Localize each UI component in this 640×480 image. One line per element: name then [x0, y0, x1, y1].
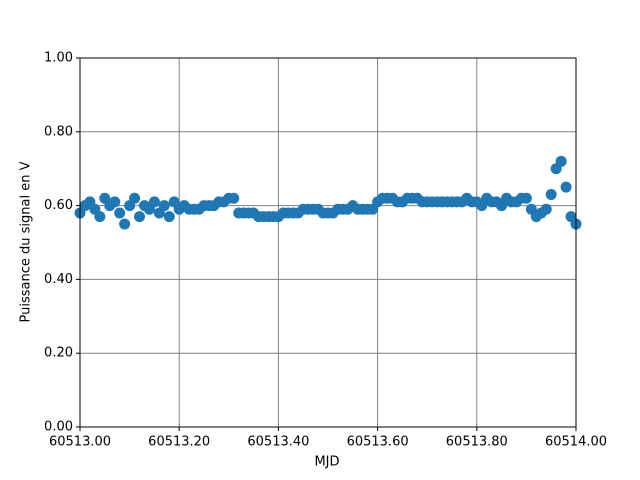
- point: [520, 192, 532, 204]
- y-tick-label: 0.80: [44, 124, 73, 139]
- point: [94, 211, 106, 223]
- point: [228, 192, 240, 204]
- y-axis-label: Puissance du signal en V: [19, 161, 34, 322]
- x-tick-label: 60513.20: [148, 435, 210, 450]
- x-axis-label: MJD: [314, 455, 339, 470]
- point: [129, 192, 141, 204]
- y-tick-label: 0.40: [44, 272, 73, 287]
- y-tick-label: 0.60: [44, 198, 73, 213]
- x-tick-label: 60514.00: [545, 435, 607, 450]
- x-tick-label: 60513.80: [446, 435, 508, 450]
- x-tick-label: 60513.40: [247, 435, 309, 450]
- plot-frame: [79, 57, 577, 428]
- x-tick-label: 60513.00: [49, 435, 111, 450]
- x-tick-label: 60513.60: [347, 435, 409, 450]
- point: [158, 200, 170, 212]
- point: [163, 211, 175, 223]
- y-tick-label: 0.00: [44, 420, 73, 435]
- point: [109, 196, 121, 208]
- point: [148, 196, 160, 208]
- point: [114, 207, 126, 219]
- point: [119, 218, 131, 230]
- y-tick-label: 0.20: [44, 346, 73, 361]
- point: [545, 189, 557, 201]
- point: [555, 155, 567, 167]
- point: [560, 181, 572, 193]
- point: [540, 203, 552, 215]
- point: [134, 211, 146, 223]
- y-tick-label: 1.00: [44, 51, 73, 66]
